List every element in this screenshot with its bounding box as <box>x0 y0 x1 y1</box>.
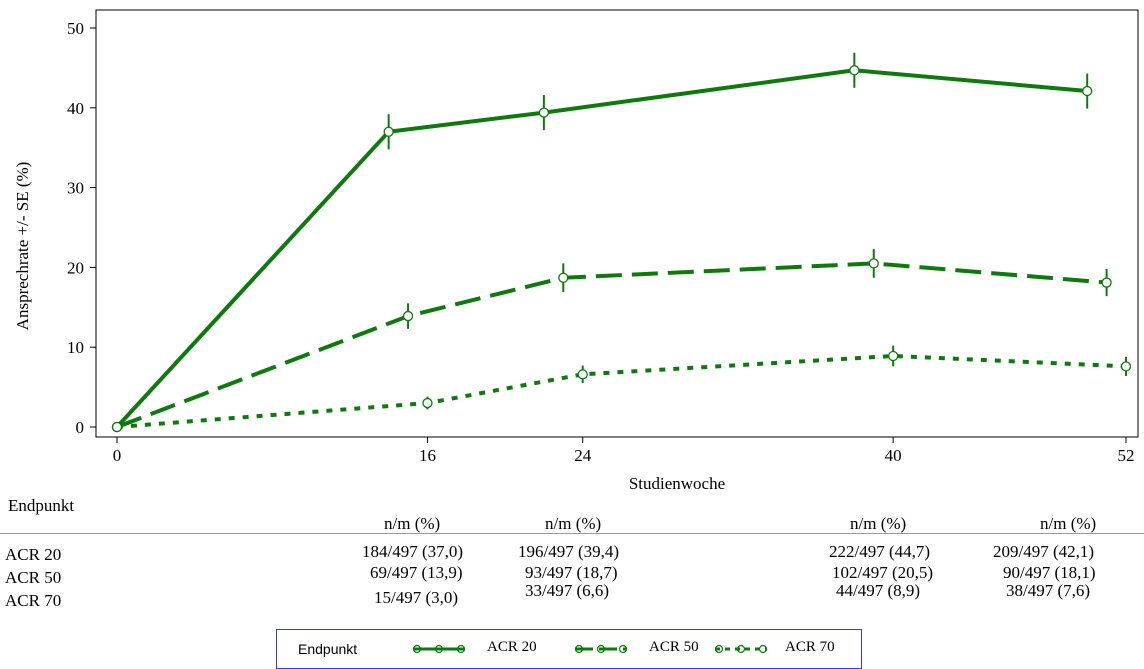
data-point <box>1120 361 1132 372</box>
x-axis-label: Studienwoche <box>629 474 725 493</box>
y-tick-label: 0 <box>76 418 85 437</box>
data-table: Endpunkt n/m (%) n/m (%) n/m (%) n/m (%)… <box>0 496 1144 626</box>
data-point <box>1101 277 1112 288</box>
data-point <box>383 126 394 137</box>
cell: 69/497 (13,9) <box>370 563 463 582</box>
data-point <box>402 310 414 322</box>
cell: 222/497 (44,7) <box>829 542 931 561</box>
legend-swatch-acr70 <box>714 644 768 654</box>
legend-item-acr20: ACR 20 <box>487 639 537 655</box>
plot-frame <box>95 9 1139 438</box>
y-tick-label: 30 <box>67 179 84 198</box>
x-tick-label: 0 <box>113 446 122 465</box>
table-header: Endpunkt <box>8 496 75 515</box>
data-point <box>849 65 860 76</box>
series-acr-70 <box>111 345 1132 433</box>
cell: 184/497 (37,0) <box>362 542 464 561</box>
col-header-40: n/m (%) <box>850 514 907 533</box>
data-point <box>558 272 569 283</box>
data-point <box>577 369 588 380</box>
cell: 102/497 (20,5) <box>832 563 934 582</box>
data-point <box>888 350 899 362</box>
col-header-52: n/m (%) <box>1040 514 1097 533</box>
cell: 209/497 (42,1) <box>993 542 1095 561</box>
cell: 90/497 (18,1) <box>1003 563 1096 582</box>
data-point <box>111 421 123 433</box>
cell: 93/497 (18,7) <box>525 563 618 582</box>
legend-swatch-acr20 <box>412 644 466 654</box>
y-tick-label: 20 <box>67 258 84 277</box>
row-label-acr70: ACR 70 <box>5 591 62 610</box>
cell: 38/497 (7,6) <box>1006 581 1091 600</box>
col-header-24: n/m (%) <box>545 514 602 533</box>
series-acr-50 <box>111 249 1112 433</box>
col-header-16: n/m (%) <box>384 514 441 533</box>
legend: Endpunkt ACR 20 ACR 50 ACR 70 <box>276 629 862 669</box>
row-label-acr50: ACR 50 <box>5 568 62 587</box>
cell: 196/497 (39,4) <box>518 542 620 561</box>
y-tick-label: 40 <box>67 99 84 118</box>
legend-item-acr70: ACR 70 <box>785 639 835 655</box>
y-tick-label: 10 <box>67 338 84 357</box>
cell: 33/497 (6,6) <box>525 581 610 600</box>
cell: 44/497 (8,9) <box>836 581 921 600</box>
legend-item-acr50: ACR 50 <box>649 639 699 655</box>
series-layer <box>111 52 1132 433</box>
data-point <box>538 107 550 118</box>
row-label-acr20: ACR 20 <box>5 545 62 564</box>
data-point <box>868 258 879 269</box>
x-tick-label: 24 <box>574 446 592 465</box>
cell: 15/497 (3,0) <box>374 588 459 607</box>
y-axis-label: Ansprechrate +/- SE (%) <box>13 162 32 331</box>
legend-title: Endpunkt <box>298 641 358 657</box>
legend-swatch-acr50 <box>574 644 628 654</box>
data-point <box>422 397 433 409</box>
table-divider <box>0 533 1144 534</box>
series-line <box>116 353 1127 429</box>
y-tick-label: 50 <box>67 19 84 38</box>
data-point <box>1082 85 1093 97</box>
axes: 0 10 20 30 40 50 0 16 24 40 52 <box>67 9 1139 465</box>
line-chart: 0 10 20 30 40 50 0 16 24 40 52 Studienwoche Anspre… <box>13 9 1139 493</box>
series-line <box>116 261 1107 429</box>
x-tick-label: 40 <box>885 446 902 465</box>
x-tick-label: 16 <box>419 446 436 465</box>
x-tick-label: 52 <box>1118 446 1135 465</box>
